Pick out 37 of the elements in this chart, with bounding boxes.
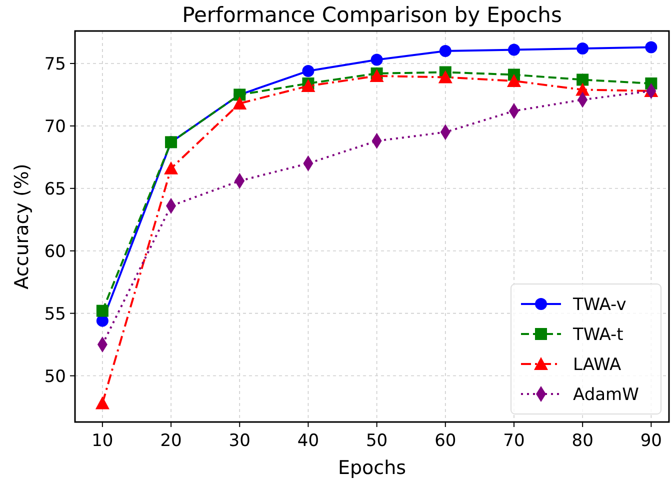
- y-tick-label: 75: [44, 54, 66, 74]
- y-tick-label: 60: [44, 242, 66, 262]
- point: [302, 64, 314, 77]
- point: [576, 74, 589, 86]
- x-tick-label: 70: [503, 431, 525, 451]
- point: [232, 96, 247, 110]
- point: [506, 74, 521, 87]
- point: [645, 41, 658, 54]
- x-tick-label: 50: [366, 431, 388, 451]
- point: [439, 44, 452, 57]
- point: [576, 42, 589, 54]
- x-tick-label: 40: [297, 431, 320, 451]
- x-tick-label: 10: [92, 431, 114, 451]
- point: [96, 304, 108, 317]
- x-tick-label: 20: [160, 431, 182, 451]
- x-tick-label: 80: [572, 431, 594, 451]
- y-axis-title: Accuracy (%): [11, 164, 33, 290]
- point: [370, 68, 384, 82]
- point: [438, 70, 452, 84]
- legend-label: TWA-t: [572, 325, 624, 345]
- x-tick-label: 60: [434, 431, 456, 451]
- legend-label: TWA-v: [572, 295, 626, 315]
- legend-label: LAWA: [573, 355, 622, 375]
- point: [164, 161, 178, 174]
- point: [508, 44, 520, 56]
- y-tick-label: 70: [44, 116, 66, 137]
- point: [370, 54, 383, 66]
- y-tick-label: 50: [44, 366, 66, 387]
- chart-title: Performance Comparison by Epochs: [182, 3, 562, 27]
- point: [301, 78, 316, 92]
- x-axis-title: Epochs: [338, 457, 406, 479]
- x-tick-label: 90: [640, 431, 662, 451]
- x-tick-label: 30: [228, 431, 250, 451]
- point: [95, 396, 110, 410]
- y-tick-label: 65: [44, 179, 66, 200]
- y-tick-label: 55: [44, 304, 66, 324]
- legend-label: AdamW: [573, 385, 640, 405]
